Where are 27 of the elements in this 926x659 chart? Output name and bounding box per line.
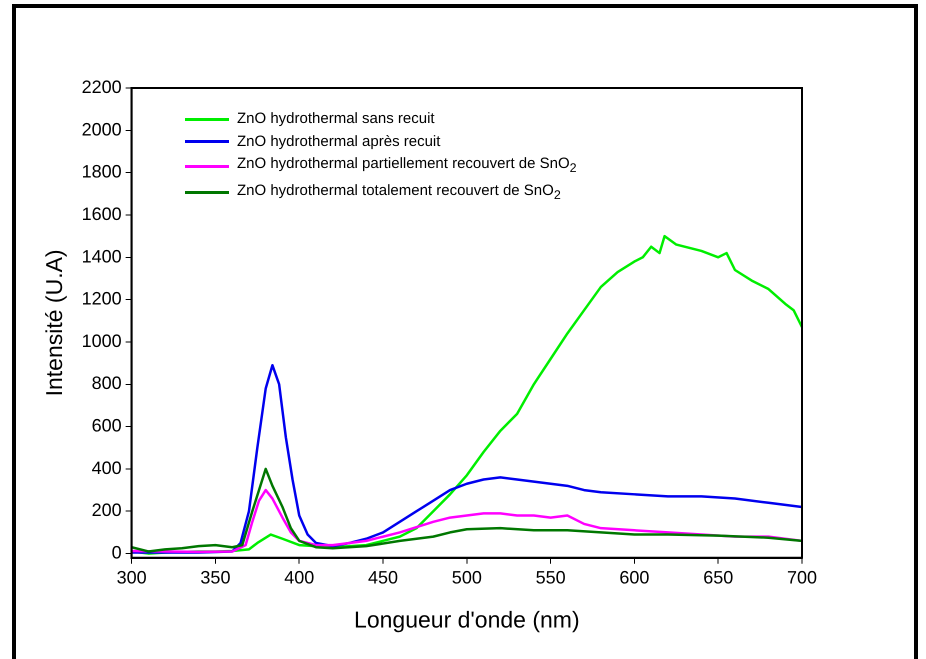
x-tick-label: 350 — [200, 568, 230, 588]
y-tick-label: 1000 — [82, 330, 122, 351]
x-tick-label: 300 — [116, 568, 147, 588]
y-tick-label: 1800 — [82, 162, 122, 182]
y-axis-title: Intensité (U.A) — [41, 249, 68, 396]
y-tick-label: 800 — [92, 373, 122, 394]
y-tick-label: 2200 — [82, 76, 122, 97]
y-tick-label: 1200 — [82, 288, 122, 309]
legend-label: ZnO hydrothermal après recuit — [237, 132, 440, 152]
x-tick-label: 700 — [786, 568, 818, 588]
x-tick-label: 650 — [703, 568, 734, 588]
y-tick-label: 1400 — [82, 246, 122, 266]
x-tick-label: 400 — [284, 568, 314, 588]
legend-label: ZnO hydrothermal totalement recouvert de SnO$_{2}$ — [237, 180, 561, 204]
x-tick-label: 450 — [368, 568, 398, 588]
y-tick-label: 200 — [92, 500, 122, 520]
y-tick-label: 600 — [92, 416, 122, 436]
y-tick-label: 1600 — [82, 204, 122, 224]
x-tick-label: 550 — [536, 568, 566, 588]
y-tick-label: 2000 — [82, 119, 122, 140]
x-tick-label: 500 — [452, 568, 482, 588]
y-tick-label: 400 — [92, 458, 122, 478]
legend-label: ZnO hydrothermal sans recuit — [237, 109, 435, 129]
y-tick-label: 0 — [112, 542, 122, 563]
x-tick-label: 600 — [619, 568, 650, 588]
x-axis-title: Longueur d'onde (nm) — [354, 606, 580, 633]
legend-label: ZnO hydrothermal partiellement recouvert de SnO$_{2}$ — [237, 154, 577, 177]
